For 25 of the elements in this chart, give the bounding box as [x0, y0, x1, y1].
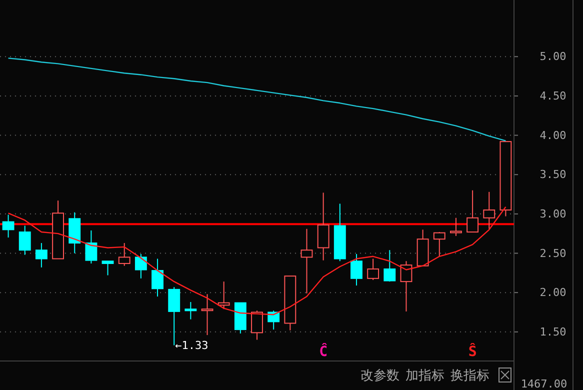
line-series	[8, 58, 506, 142]
y-tick-label: 2.50	[540, 246, 566, 260]
annotation: ←1.33	[175, 338, 208, 352]
y-tick-label: 5.00	[540, 50, 566, 64]
candlestick	[2, 214, 14, 238]
candlestick	[152, 258, 164, 298]
candlestick	[317, 192, 330, 261]
y-tick-label: 1.50	[540, 325, 566, 338]
candlestick	[184, 302, 197, 320]
text: 换指标	[450, 368, 490, 384]
text: 加指标	[406, 368, 444, 384]
annotation: Ĉ	[319, 343, 328, 360]
y-tick-label: 4.00	[540, 128, 566, 142]
text: 改参数	[360, 368, 400, 384]
annotation: Ŝ	[468, 343, 477, 360]
candlestick	[201, 294, 214, 336]
candlestick	[300, 228, 313, 294]
y-tick-label: 2.00	[540, 286, 566, 300]
y-tick-label: 4.50	[540, 89, 566, 102]
candlestick	[35, 242, 48, 268]
y-tick-label: 3.00	[540, 207, 566, 220]
candlestick	[18, 225, 31, 256]
candlestick	[483, 191, 496, 230]
y-tick-label: 3.50	[540, 168, 566, 182]
text: 1467.00	[520, 378, 568, 390]
